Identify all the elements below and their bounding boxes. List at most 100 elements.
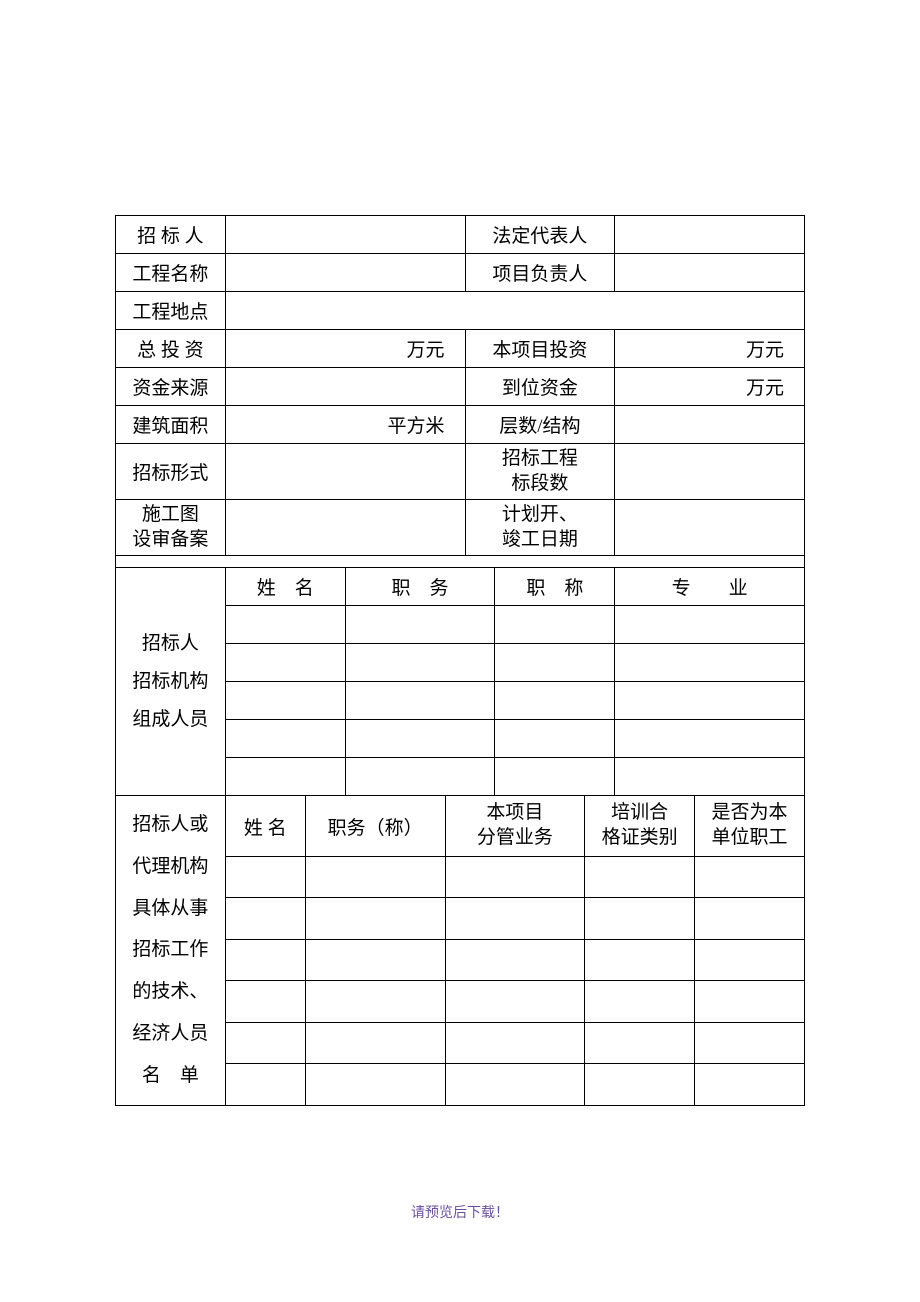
table-cell	[345, 644, 495, 682]
form-table: 招 标 人 法定代表人 工程名称 项目负责人 工程地点 总 投 资 万元 本项目…	[115, 215, 805, 1106]
label-drawing-review: 施工图 设审备案	[116, 500, 226, 556]
value-floors	[615, 406, 805, 444]
value-fund-source	[225, 368, 465, 406]
section3-label: 招标人或 代理机构 具体从事 招标工作 的技术、 经济人员 名 单	[116, 796, 226, 1106]
table-cell	[585, 857, 695, 898]
spacer-cell	[116, 556, 805, 568]
section3-hdr-cert-l2: 格证类别	[602, 827, 678, 848]
table-cell	[345, 682, 495, 720]
value-drawing-review	[225, 500, 465, 556]
table-cell	[225, 758, 345, 796]
table-cell	[615, 682, 805, 720]
row-drawing-review: 施工图 设审备案 计划开、 竣工日期	[116, 500, 805, 556]
label-schedule-l1: 计划开、	[502, 504, 578, 525]
value-bid-form	[225, 444, 465, 500]
table-cell	[445, 1022, 585, 1063]
label-project-lead: 项目负责人	[465, 254, 615, 292]
section3-hdr-business-l2: 分管业务	[477, 827, 553, 848]
section3-hdr-employee-l2: 单位职工	[712, 827, 788, 848]
section3-label-l7: 名 单	[142, 1065, 199, 1086]
table-cell	[615, 758, 805, 796]
table-cell	[695, 1022, 805, 1063]
table-cell	[615, 720, 805, 758]
table-cell	[305, 1022, 445, 1063]
table-cell	[615, 606, 805, 644]
table-cell	[495, 682, 615, 720]
label-area: 建筑面积	[116, 406, 226, 444]
table-cell	[225, 644, 345, 682]
form-container: 招 标 人 法定代表人 工程名称 项目负责人 工程地点 总 投 资 万元 本项目…	[115, 215, 805, 1106]
label-project-invest: 本项目投资	[465, 330, 615, 368]
label-floors: 层数/结构	[465, 406, 615, 444]
table-cell	[585, 898, 695, 939]
table-cell	[495, 606, 615, 644]
label-bid-sections: 招标工程 标段数	[465, 444, 615, 500]
table-cell	[585, 1022, 695, 1063]
row-fund-source: 资金来源 到位资金 万元	[116, 368, 805, 406]
table-cell	[345, 720, 495, 758]
row-bidder: 招 标 人 法定代表人	[116, 216, 805, 254]
value-fund-inplace: 万元	[615, 368, 805, 406]
section3-hdr-employee: 是否为本 单位职工	[695, 796, 805, 857]
label-project-name: 工程名称	[116, 254, 226, 292]
footer-note: 请预览后下载！	[0, 1202, 920, 1222]
section3-hdr-business-l1: 本项目	[486, 802, 543, 823]
table-cell	[695, 1064, 805, 1105]
table-cell	[585, 1064, 695, 1105]
value-project-lead	[615, 254, 805, 292]
section3-hdr-cert: 培训合 格证类别	[585, 796, 695, 857]
label-bid-sections-l1: 招标工程	[502, 448, 578, 469]
row-investment: 总 投 资 万元 本项目投资 万元	[116, 330, 805, 368]
label-total-invest: 总 投 资	[116, 330, 226, 368]
table-cell	[445, 898, 585, 939]
value-schedule	[615, 500, 805, 556]
section2-hdr-major: 专 业	[615, 568, 805, 606]
label-schedule: 计划开、 竣工日期	[465, 500, 615, 556]
section3-hdr-employee-l1: 是否为本	[712, 802, 788, 823]
table-cell	[225, 1064, 305, 1105]
table-cell	[695, 939, 805, 980]
section3-label-l6: 经济人员	[132, 1023, 208, 1044]
table-cell	[225, 720, 345, 758]
label-location: 工程地点	[116, 292, 226, 330]
section2-hdr-title: 职 称	[495, 568, 615, 606]
section3-hdr-business: 本项目 分管业务	[445, 796, 585, 857]
table-cell	[305, 898, 445, 939]
table-cell	[225, 606, 345, 644]
label-bid-form: 招标形式	[116, 444, 226, 500]
table-cell	[495, 758, 615, 796]
table-cell	[305, 1064, 445, 1105]
label-bidder: 招 标 人	[116, 216, 226, 254]
section3-label-l3: 具体从事	[132, 898, 208, 919]
section3-header-row: 招标人或 代理机构 具体从事 招标工作 的技术、 经济人员 名 单 姓 名 职务…	[116, 796, 805, 857]
spacer-row	[116, 556, 805, 568]
section2-label-l2: 招标机构	[132, 671, 208, 692]
table-cell	[345, 606, 495, 644]
section3-hdr-duty: 职务（称）	[305, 796, 445, 857]
table-cell	[445, 939, 585, 980]
section3-label-l5: 的技术、	[132, 981, 208, 1002]
table-cell	[695, 981, 805, 1022]
table-cell	[225, 1022, 305, 1063]
table-cell	[615, 644, 805, 682]
value-area: 平方米	[225, 406, 465, 444]
table-cell	[585, 981, 695, 1022]
table-cell	[305, 857, 445, 898]
value-bidder	[225, 216, 465, 254]
section2-header-row: 招标人 招标机构 组成人员 姓 名 职 务 职 称 专 业	[116, 568, 805, 606]
table-cell	[695, 857, 805, 898]
label-legal-rep: 法定代表人	[465, 216, 615, 254]
table-cell	[495, 644, 615, 682]
table-cell	[225, 981, 305, 1022]
section3-label-l4: 招标工作	[132, 939, 208, 960]
label-drawing-review-l1: 施工图	[142, 504, 199, 525]
section2-hdr-duty: 职 务	[345, 568, 495, 606]
value-bid-sections	[615, 444, 805, 500]
section3-hdr-name: 姓 名	[225, 796, 305, 857]
table-cell	[445, 857, 585, 898]
table-cell	[225, 898, 305, 939]
label-schedule-l2: 竣工日期	[502, 529, 578, 550]
table-cell	[305, 939, 445, 980]
table-cell	[695, 898, 805, 939]
value-project-invest: 万元	[615, 330, 805, 368]
